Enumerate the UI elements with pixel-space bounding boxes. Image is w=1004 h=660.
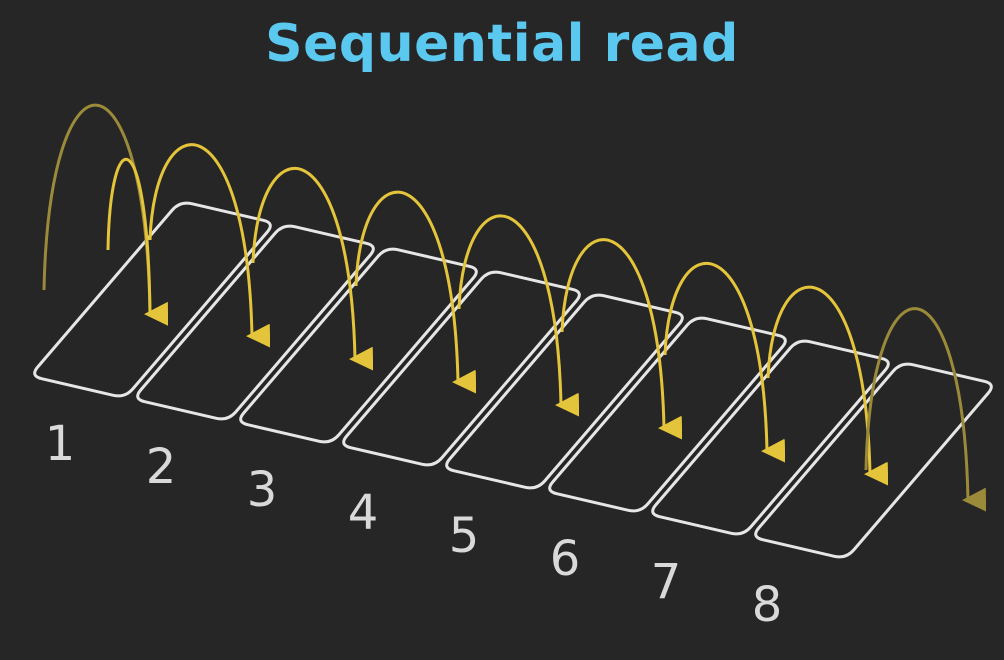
read-arrow-7-to-8 <box>766 285 889 486</box>
block-label-1: 1 <box>45 416 76 472</box>
read-arrow-into-1 <box>106 157 169 326</box>
block-label-4: 4 <box>348 485 379 541</box>
storage-block-8 <box>754 362 993 559</box>
read-arrow-5-to-6 <box>560 238 683 440</box>
read-arrow-3-to-4 <box>354 190 477 394</box>
storage-block-5 <box>445 293 684 490</box>
storage-block-4 <box>342 270 581 467</box>
read-arrow-1-to-2 <box>148 143 271 348</box>
read-arrow-2-to-3 <box>251 167 374 371</box>
storage-block-1 <box>33 201 272 398</box>
block-label-6: 6 <box>550 531 581 587</box>
arrows-layer <box>42 103 987 512</box>
storage-block-2 <box>136 224 375 421</box>
storage-block-7 <box>651 339 890 536</box>
read-arrow-exit <box>864 307 987 512</box>
read-arrow-entry <box>42 103 152 313</box>
labels-layer: 1 2 3 4 5 6 7 8 <box>45 416 783 633</box>
read-arrow-6-to-7 <box>663 262 786 463</box>
block-label-8: 8 <box>752 577 783 633</box>
diagram-title: Sequential read <box>265 14 739 74</box>
read-arrow-4-to-5 <box>457 214 580 417</box>
blocks-layer <box>33 201 993 559</box>
block-label-5: 5 <box>449 508 480 564</box>
block-label-3: 3 <box>247 462 278 518</box>
block-label-2: 2 <box>146 439 177 495</box>
block-label-7: 7 <box>651 554 682 610</box>
storage-block-3 <box>239 247 478 444</box>
storage-block-6 <box>548 316 787 513</box>
